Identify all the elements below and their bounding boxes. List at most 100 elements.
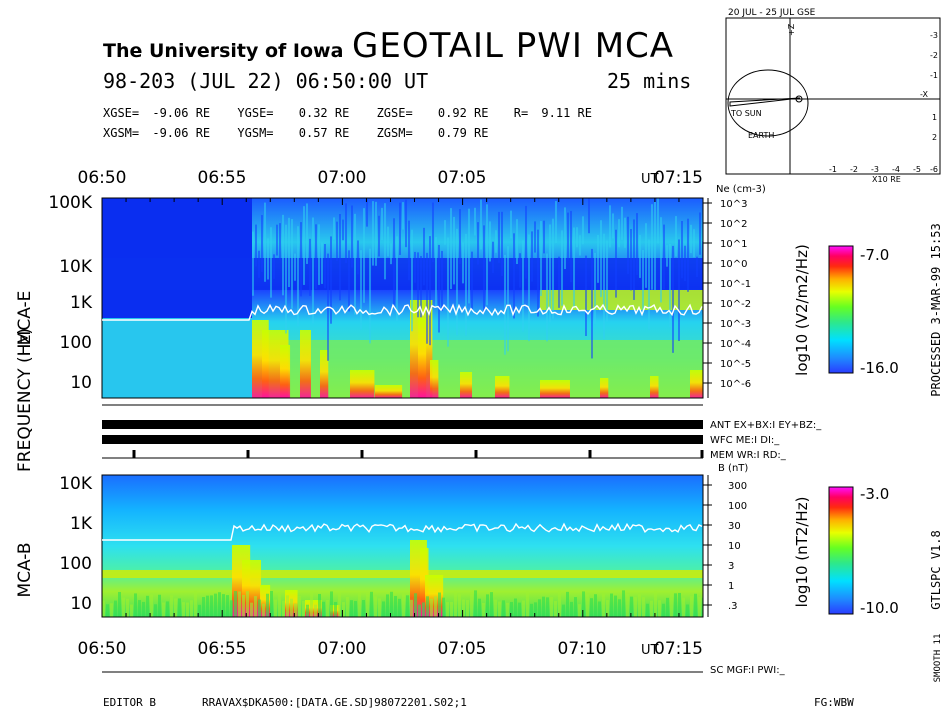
mca-b-y-ticks: 10K 1K 100 10 [59,474,93,614]
mca-e-streak [282,214,284,296]
ygse-value: 0.32 RE [298,106,350,120]
mca-b-streak [278,592,281,617]
mca-e-streak [300,222,302,297]
mca-e-streak [447,237,449,347]
mca-e-streak [495,230,497,253]
mca-e-plasma-line [102,303,703,321]
mca-b-streak [582,591,585,617]
mca-b-colorbar-min: -10.0 [860,599,899,617]
orbit-z-label: +Z [787,23,796,36]
mca-e-streak [345,203,347,264]
b-axis-label: B (nT) [718,463,748,474]
mca-e-label: MCA-E [15,291,35,346]
b-tick-4: 3 [728,561,734,572]
ne-tick-1: 10^2 [720,219,747,230]
mca-b-streak [558,590,561,617]
bottom-time-0650: 06:50 [78,639,127,659]
mca-b-streak [350,600,353,617]
mca-e-streak [561,230,563,306]
mca-b-streak [378,598,381,617]
mca-e-streak [381,207,383,241]
orbit-xtick-6: -6 [930,165,938,174]
mca-b-streak [442,597,445,617]
mca-b-streak [106,604,109,617]
mca-e-colorbar-label: log10 (V2/m2/Hz) [793,244,811,376]
orbit-frame [725,17,941,175]
mca-e-streak [507,246,509,352]
mca-e-streak [549,224,551,323]
xgsm-label: XGSM= [103,126,140,140]
mca-e-streak [543,220,545,254]
mca-b-streak [166,601,169,617]
mca-b-streak [662,603,665,617]
mca-e-late-band [540,290,703,310]
mca-e-streak [465,233,467,336]
gse-row: XGSE= -9.06 RE YGSE= 0.32 RE ZGSE= 0.92 … [103,106,592,120]
mca-e-streak [669,243,671,328]
mca-b-streak [618,599,621,617]
mca-b-streak [158,594,161,617]
mca-e-streak [615,229,617,298]
mca-b-streak [658,600,661,617]
mca-e-streak [396,236,398,321]
mca-b-streak [202,597,205,617]
mca-e-streak [369,248,371,344]
xgse-label: XGSE= [103,106,140,120]
mca-b-streak [254,596,257,617]
mca-e-streak [654,202,656,291]
ne-tick-7: 10^-4 [720,339,751,350]
earth-icon [795,95,803,103]
mca-e-streak [627,216,629,274]
mca-e-streak [504,254,506,355]
mca-e-streak [492,241,494,274]
mca-e-streak [570,210,572,283]
mca-b-streak [602,593,605,617]
ne-tick-4: 10^-1 [720,279,751,290]
e-ytick-10k: 10K [59,257,93,277]
mca-e-streak [621,206,623,240]
mca-b-streak [610,593,613,617]
mca-b-streak [110,603,113,617]
mca-b-streak [162,602,165,617]
mca-e-streak [606,240,608,322]
mca-e-colorbar [828,245,854,374]
mca-b-frame [101,474,704,618]
mca-e-streak [261,215,263,273]
mca-b-streak [146,595,149,617]
mca-b-streak [458,594,461,617]
version-stamp: GTLSPC V1.8 [929,530,943,609]
mca-b-streak [374,596,377,617]
mca-b-streak [294,603,297,617]
mca-e-streak [405,199,407,248]
mca-e-streak [366,199,368,227]
mca-b-streak [646,603,649,617]
mca-e-streak [483,225,485,313]
mca-b-streak [410,599,413,617]
mca-e-streak [681,221,683,279]
mca-b-streak [398,598,401,617]
mca-b-streak [330,591,333,617]
mca-b-streak [366,593,369,617]
mca-b-spectrogram [102,475,703,617]
bottom-time-0710: 07:10 [558,639,607,659]
mca-e-streak [252,231,254,296]
mca-e-burst [350,370,375,398]
mca-e-streak [675,216,677,257]
mca-b-streak [670,591,673,617]
mca-b-streak [598,601,601,617]
mca-e-streak [339,214,341,301]
r-label: R= [513,106,529,120]
mca-b-streak [314,604,317,617]
smooth-stamp: SMOOTH 11 [933,634,943,683]
earth-label: EARTH [748,131,774,140]
mca-e-streak [573,227,575,307]
mca-b-streak [530,603,533,617]
mca-e-streak [552,218,554,319]
mca-e-blue-band [102,258,703,290]
mca-e-streak [672,245,674,353]
mca-e-y-ticks: 100K 10K 1K 100 10 [48,193,92,393]
bottom-time-0700: 07:00 [318,639,367,659]
mca-b-streak [286,595,289,617]
mca-e-burst [320,350,329,398]
orbit-ytick-2: 2 [932,133,937,142]
